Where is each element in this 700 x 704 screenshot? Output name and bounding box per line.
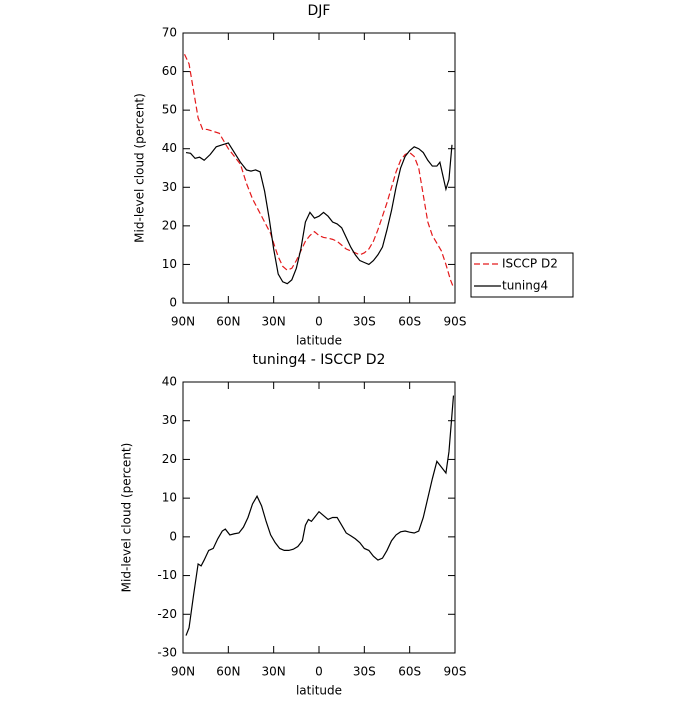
y-axis-label: Mid-level cloud (percent) [133, 93, 147, 243]
y-tick-label: 40 [162, 141, 177, 155]
y-tick-label: 30 [162, 413, 177, 427]
x-tick-label: 60N [216, 315, 240, 329]
x-tick-label: 60N [216, 665, 240, 679]
x-tick-label: 60S [398, 665, 421, 679]
y-tick-label: 20 [162, 452, 177, 466]
legend-label: tuning4 [502, 279, 548, 293]
y-tick-label: 60 [162, 64, 177, 78]
plot-frame [182, 381, 456, 654]
plot-frame [182, 32, 456, 304]
x-tick-label: 90S [444, 665, 467, 679]
chart-title: DJF [308, 3, 331, 19]
y-tick-label: 0 [169, 296, 177, 310]
y-tick-label: 20 [162, 218, 177, 232]
x-axis-label: latitude [296, 684, 342, 698]
x-tick-label: 30N [262, 665, 286, 679]
y-tick-label: 40 [162, 375, 177, 389]
x-tick-label: 90N [171, 665, 195, 679]
x-tick-label: 90N [171, 315, 195, 329]
chart-title: tuning4 - ISCCP D2 [253, 352, 386, 368]
data-line [185, 395, 455, 636]
data-line [183, 53, 455, 288]
y-tick-label: 50 [162, 103, 177, 117]
x-tick-label: 30S [353, 665, 376, 679]
y-axis-label: Mid-level cloud (percent) [120, 443, 134, 593]
legend-box [470, 252, 574, 298]
y-tick-label: -10 [157, 568, 177, 582]
chart: DJF latitude Mid-level cloud (percent) 0 10 2… [133, 3, 574, 348]
x-tick-label: 0 [315, 315, 323, 329]
x-tick-label: 30N [262, 315, 286, 329]
x-tick-label: 60S [398, 315, 421, 329]
x-tick-label: 90S [444, 315, 467, 329]
y-tick-label: 0 [169, 529, 177, 543]
x-tick-label: 30S [353, 315, 376, 329]
chart: tuning4 - ISCCP D2 latitude Mid-level clou… [120, 352, 467, 698]
y-tick-label: 10 [162, 257, 177, 271]
legend-label: ISCCP D2 [502, 257, 558, 271]
data-line [185, 142, 453, 285]
y-tick-label: 70 [162, 26, 177, 40]
y-tick-label: 10 [162, 491, 177, 505]
y-tick-label: -20 [157, 607, 177, 621]
x-tick-label: 0 [315, 665, 323, 679]
x-axis-label: latitude [296, 334, 342, 348]
y-tick-label: -30 [157, 646, 177, 660]
y-tick-label: 30 [162, 180, 177, 194]
